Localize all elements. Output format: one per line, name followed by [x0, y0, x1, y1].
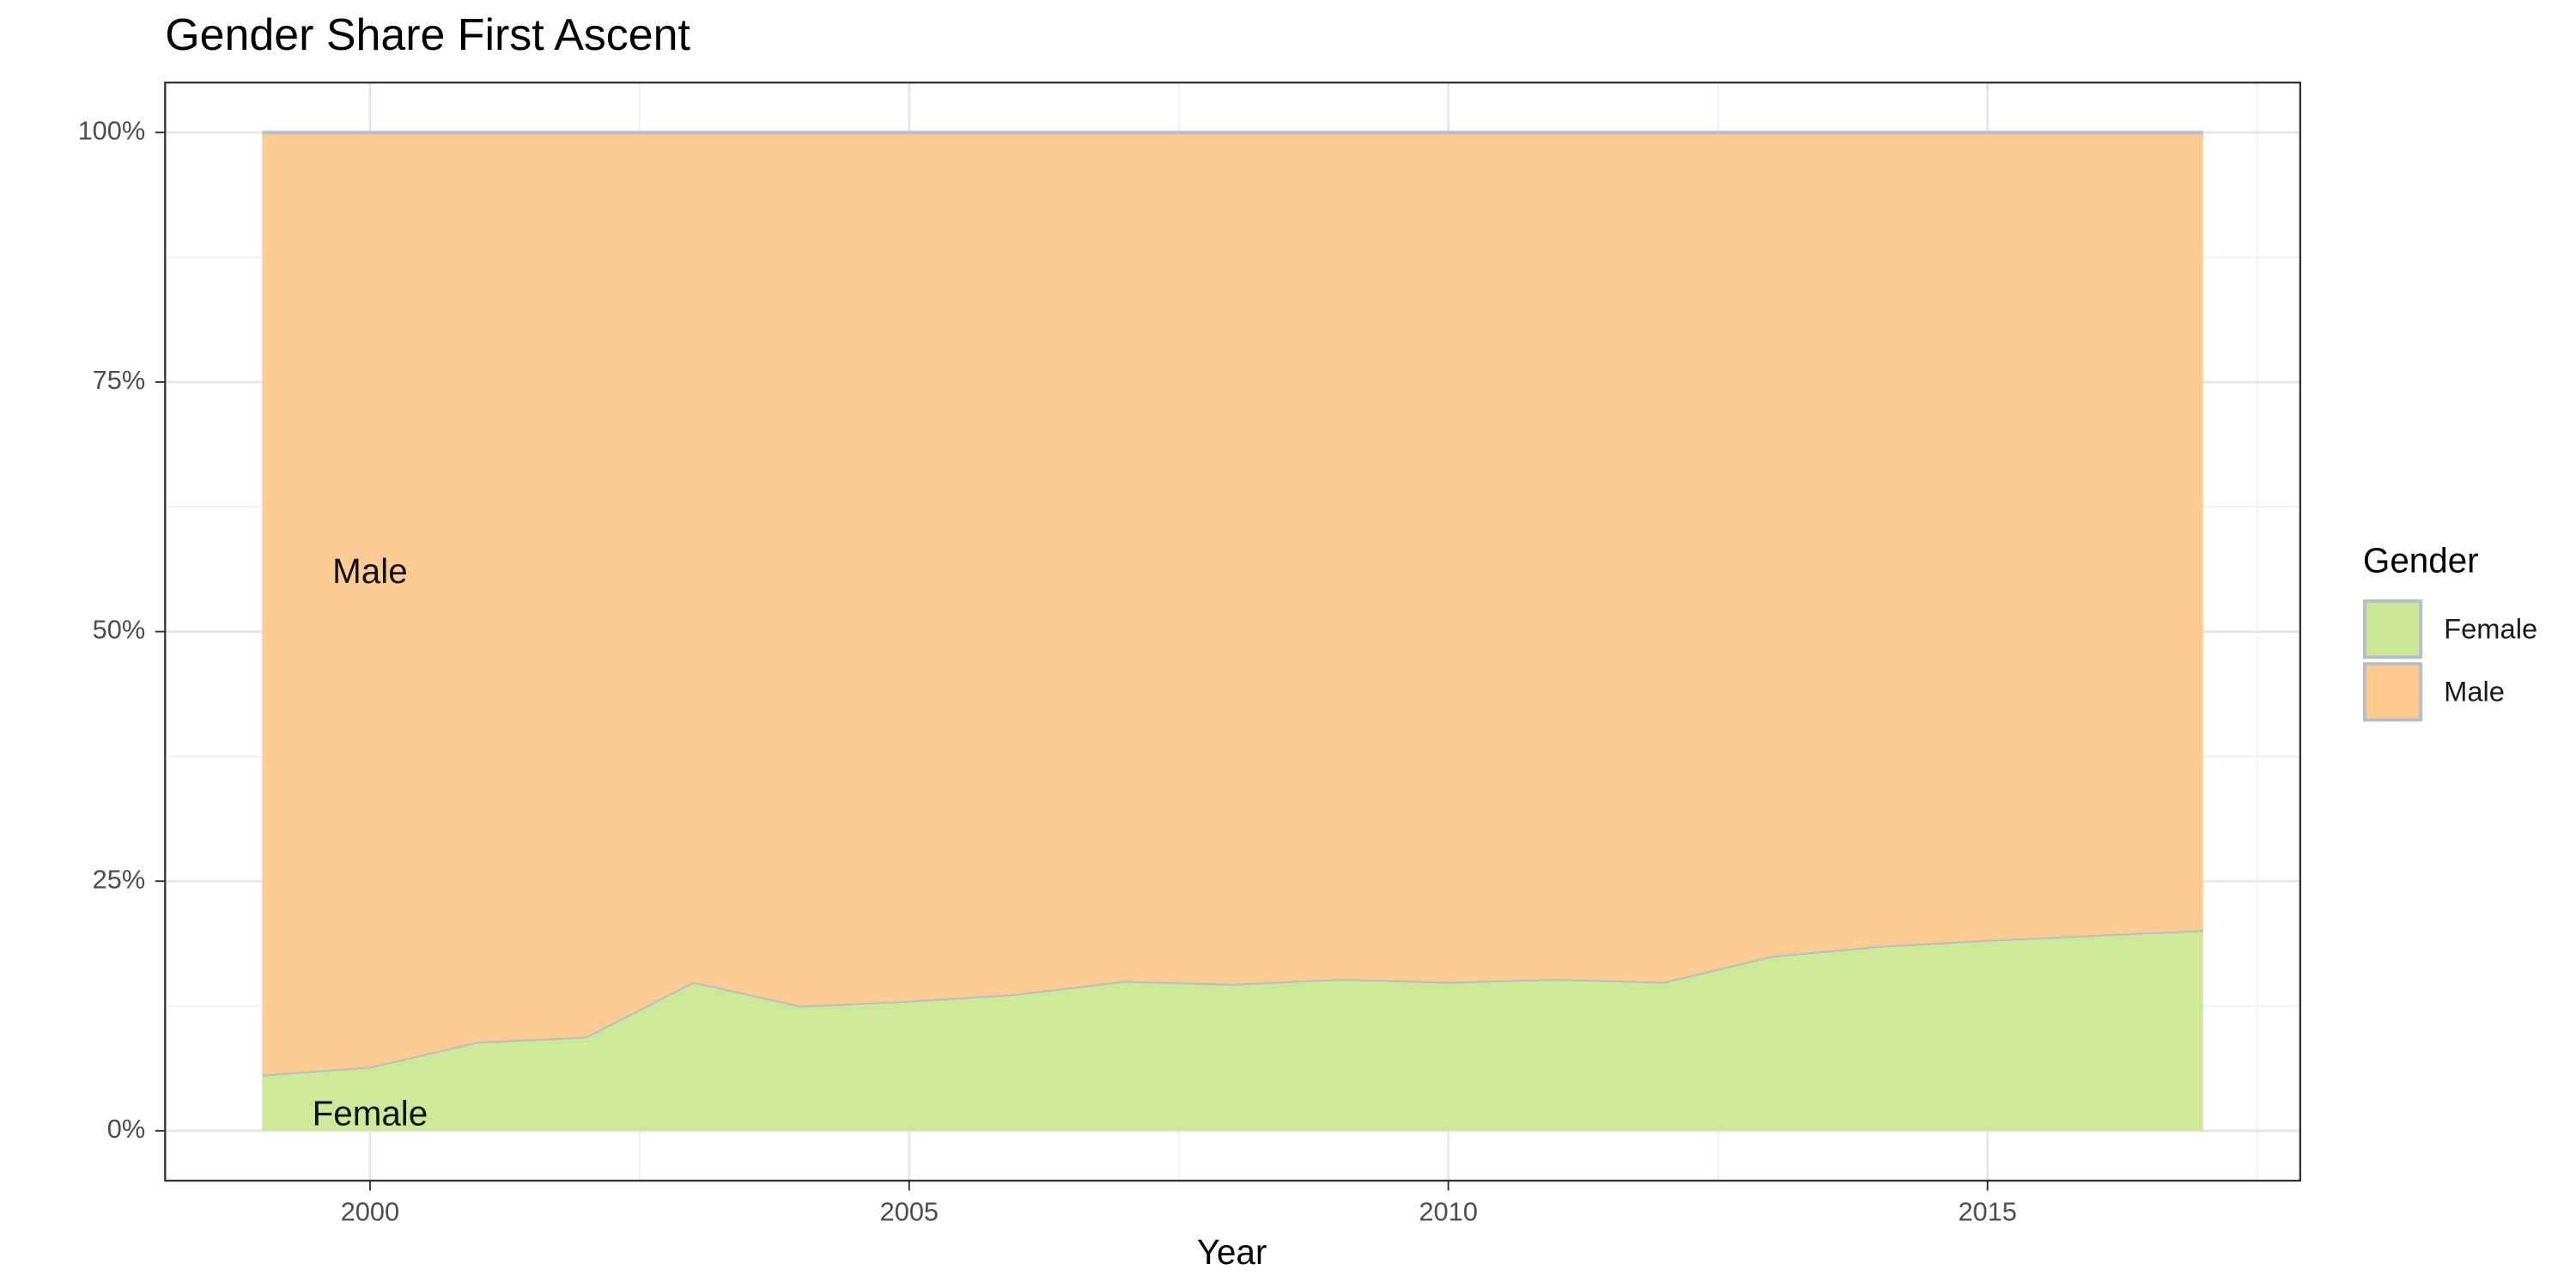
chart-title: Gender Share First Ascent — [165, 10, 690, 60]
y-tick-label: 25% — [93, 864, 146, 894]
area — [262, 930, 2203, 1131]
annotation: Female — [313, 1093, 428, 1133]
y-tick-label: 0% — [107, 1114, 145, 1144]
legend-swatch — [2362, 662, 2423, 722]
legend-label: Female — [2444, 612, 2537, 644]
y-tick-label: 50% — [93, 615, 146, 645]
panel-border — [164, 82, 2301, 1182]
y-tick-label: 75% — [93, 365, 146, 395]
x-tick-label: 2015 — [1958, 1197, 2016, 1227]
x-tick-label: 2005 — [880, 1197, 939, 1227]
legend-title: Gender — [2363, 540, 2479, 580]
x-tick-label: 2010 — [1419, 1197, 1478, 1227]
legend-swatch — [2362, 599, 2423, 659]
x-tick-label: 2000 — [341, 1197, 399, 1227]
legend-label: Male — [2444, 675, 2505, 707]
area — [262, 132, 2203, 1075]
x-axis-title: Year — [1197, 1232, 1267, 1272]
y-tick-label: 100% — [78, 115, 146, 145]
annotation: Male — [332, 551, 408, 591]
